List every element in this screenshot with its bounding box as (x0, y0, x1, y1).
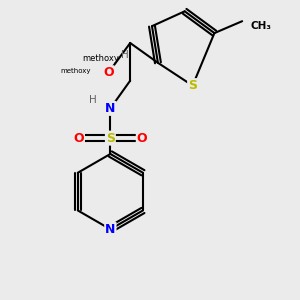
Text: N: N (105, 223, 116, 236)
Text: S: S (188, 79, 197, 92)
Text: methoxy: methoxy (60, 68, 91, 74)
Text: methoxy: methoxy (82, 54, 119, 63)
Text: O: O (74, 132, 84, 145)
Text: CH₃: CH₃ (250, 21, 271, 31)
Text: S: S (106, 132, 115, 145)
Text: O: O (137, 132, 147, 145)
Text: N: N (105, 102, 116, 115)
Text: H: H (89, 95, 96, 106)
Text: H: H (122, 50, 129, 60)
Text: O: O (103, 66, 114, 79)
